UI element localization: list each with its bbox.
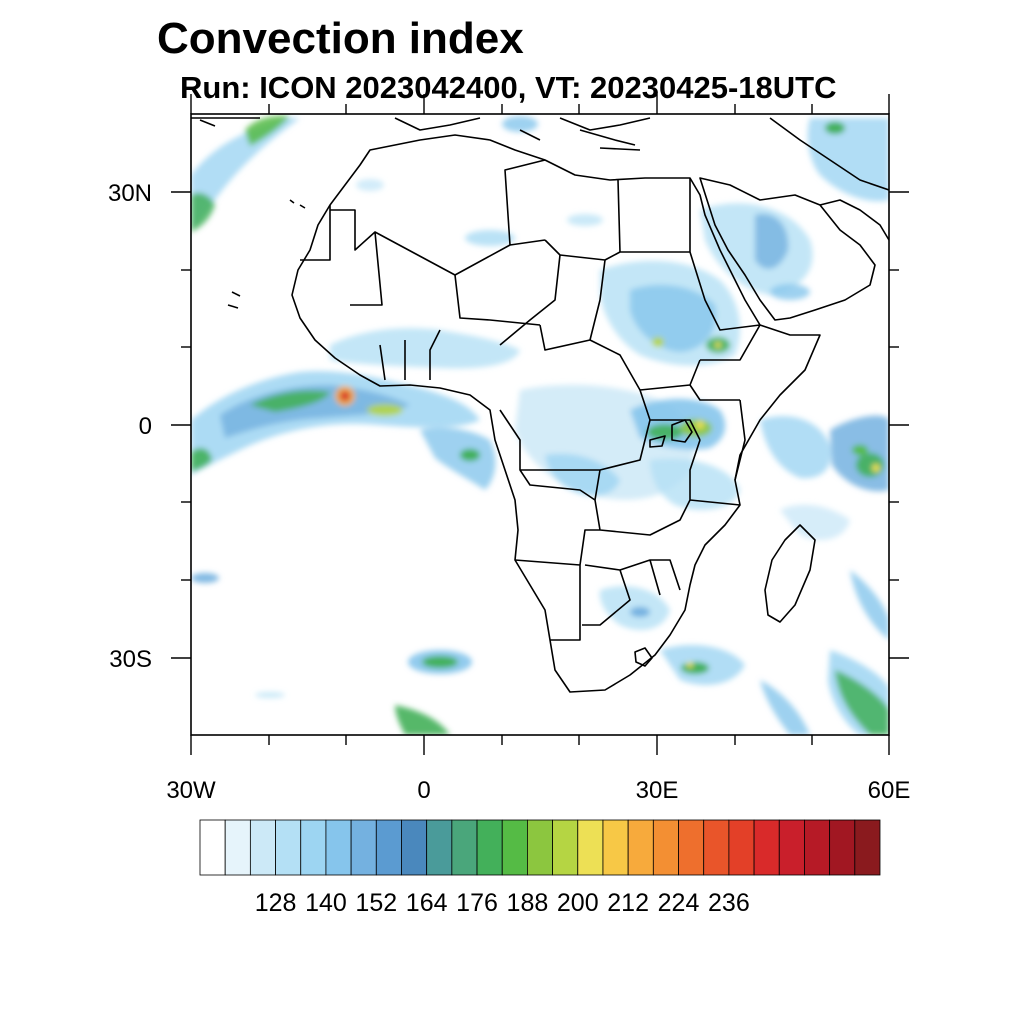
colorbar-label: 236: [708, 889, 750, 917]
colorbar-box: [854, 819, 881, 876]
chart-title: Convection index: [157, 14, 524, 63]
colorbar-label: 176: [456, 889, 498, 917]
colorbar-box: [476, 819, 503, 876]
colorbar-box: [350, 819, 377, 876]
x-tick-label-30e: 30E: [636, 777, 679, 804]
colorbar-box: [703, 819, 730, 876]
colorbar-box: [753, 819, 780, 876]
colorbar-label: 164: [406, 889, 448, 917]
colorbar-label: 200: [557, 889, 599, 917]
colorbar-box: [401, 819, 428, 876]
colorbar-box: [199, 819, 226, 876]
colorbar-label: 140: [305, 889, 347, 917]
convection-shading: [191, 115, 889, 735]
colorbar-box: [552, 819, 579, 876]
colorbar-box: [652, 819, 679, 876]
colorbar-box: [451, 819, 478, 876]
x-tick-label-30w: 30W: [166, 777, 216, 804]
colorbar-box: [804, 819, 831, 876]
map-ticks: [171, 94, 909, 755]
colorbar-box: [300, 819, 327, 876]
colorbar-box: [627, 819, 654, 876]
colorbar-box: [778, 819, 805, 876]
colorbar-box: [501, 819, 528, 876]
chart-subtitle: Run: ICON 2023042400, VT: 20230425-18UTC: [180, 70, 837, 105]
colorbar-labels: 128 140 152 164 176 188 200 212 224 236: [255, 889, 750, 917]
colorbar-box: [527, 819, 553, 876]
colorbar-box: [602, 819, 629, 876]
colorbar-box: [249, 819, 276, 876]
x-tick-label-0: 0: [417, 777, 430, 804]
y-tick-label-30s: 30S: [109, 646, 152, 673]
colorbar-box: [577, 819, 604, 876]
colorbar-box: [829, 819, 856, 876]
colorbar-box: [728, 819, 755, 876]
x-tick-label-60e: 60E: [868, 777, 911, 804]
colorbar-label: 212: [607, 889, 649, 917]
y-tick-label-30n: 30N: [108, 180, 152, 207]
colorbar-label: 152: [355, 889, 397, 917]
colorbar-box: [275, 819, 302, 876]
colorbar-box: [678, 819, 705, 876]
colorbar-box: [426, 819, 453, 876]
colorbar: [199, 819, 881, 876]
colorbar-label: 128: [255, 889, 297, 917]
colorbar-label: 224: [658, 889, 700, 917]
colorbar-box: [375, 819, 402, 876]
colorbar-box: [224, 819, 251, 876]
colorbar-box: [325, 819, 352, 876]
colorbar-label: 188: [507, 889, 549, 917]
coastlines-borders: [191, 117, 889, 693]
y-tick-label-0: 0: [139, 413, 152, 440]
